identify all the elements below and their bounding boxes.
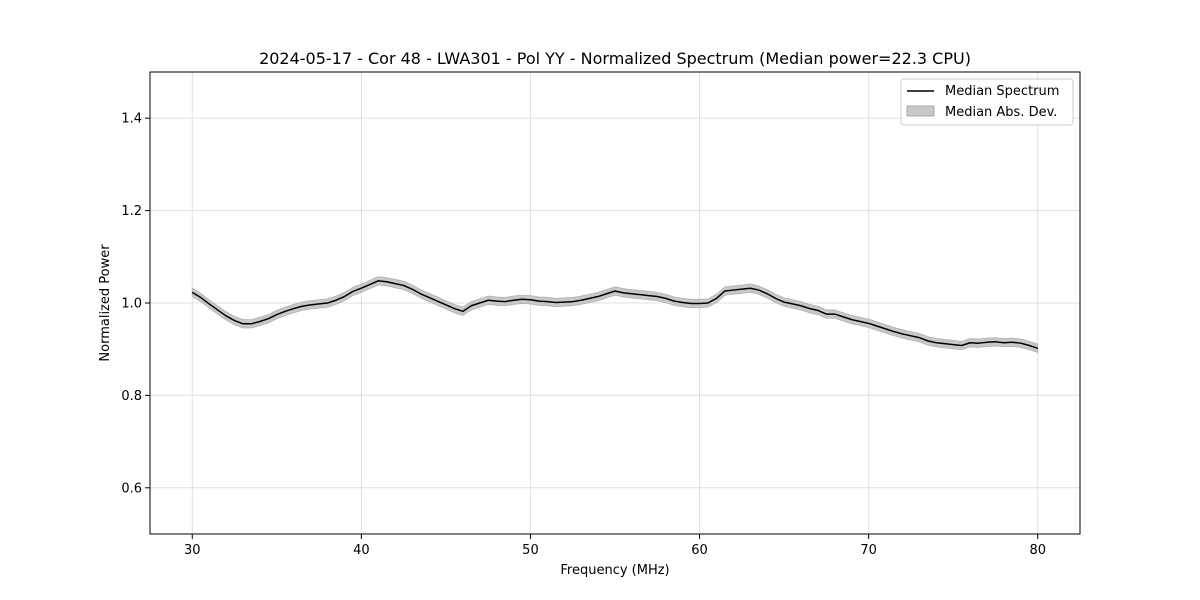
y-tick-label: 1.4: [121, 112, 142, 127]
axis-ticks: 30 40 50 60 70 80 0.6 0.8 1.0 1.2 1.4: [121, 112, 1046, 558]
median-line-layer: [191, 280, 1038, 349]
x-tick-label: 40: [353, 543, 370, 558]
median-spectrum-line: [191, 280, 1038, 349]
y-tick-label: 1.0: [121, 297, 142, 312]
y-axis-label: Normalized Power: [98, 244, 113, 362]
chart-title: 2024-05-17 - Cor 48 - LWA301 - Pol YY - …: [259, 49, 971, 68]
x-tick-label: 60: [691, 543, 708, 558]
legend-label-median-abs-dev: Median Abs. Dev.: [945, 105, 1057, 120]
x-tick-label: 50: [522, 543, 539, 558]
x-tick-label: 80: [1029, 543, 1046, 558]
legend: Median Spectrum Median Abs. Dev.: [900, 78, 1074, 126]
legend-box: [900, 78, 1074, 126]
legend-label-median-spectrum: Median Spectrum: [945, 84, 1059, 99]
y-tick-label: 0.8: [121, 389, 142, 404]
x-axis-label: Frequency (MHz): [560, 563, 669, 578]
x-tick-label: 30: [184, 543, 201, 558]
x-tick-label: 70: [860, 543, 877, 558]
y-tick-label: 1.2: [121, 204, 142, 219]
legend-band-swatch: [906, 105, 935, 117]
y-tick-label: 0.6: [121, 481, 142, 496]
